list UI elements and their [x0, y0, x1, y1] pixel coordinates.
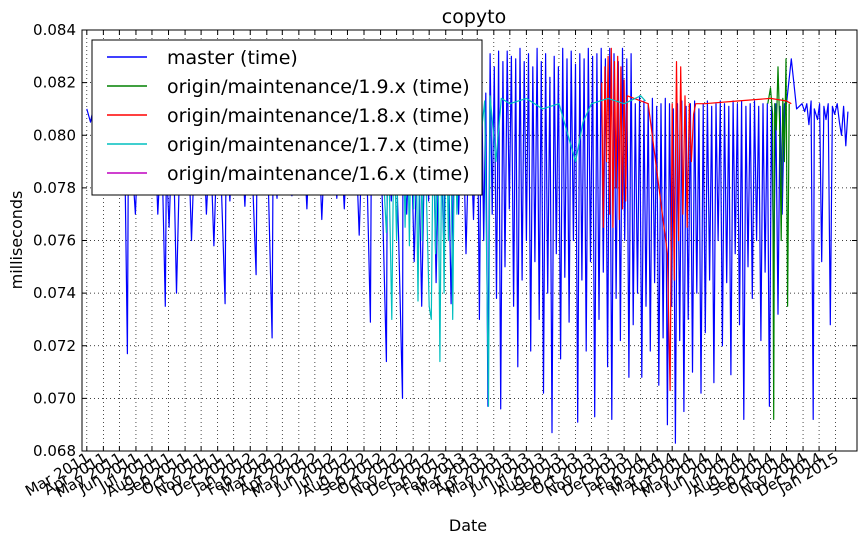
y-tick-label: 0.082	[33, 74, 76, 92]
legend-label: master (time)	[167, 47, 298, 69]
x-axis-label: Date	[449, 516, 487, 535]
series-line-origin-maintenance-1-8-x-time	[601, 47, 792, 392]
legend-label: origin/maintenance/1.6.x (time)	[167, 163, 470, 185]
y-tick-label: 0.084	[33, 21, 76, 39]
y-tick-label: 0.076	[33, 232, 76, 250]
legend-label: origin/maintenance/1.8.x (time)	[167, 105, 470, 127]
legend-label: origin/maintenance/1.9.x (time)	[167, 76, 470, 98]
chart-title: copyto	[442, 6, 506, 28]
y-tick-label: 0.080	[33, 126, 76, 144]
y-axis-label: milliseconds	[7, 191, 26, 290]
y-tick-label: 0.078	[33, 179, 76, 197]
ticks: 0.068 0.070 0.072 0.074 0.076 0.078 0.080 0.082…	[22, 21, 857, 501]
y-tick-label: 0.068	[33, 442, 76, 460]
series-line-origin-maintenance-1-9-x-time	[767, 58, 790, 420]
legend: master (time) origin/maintenance/1.9.x (t…	[91, 39, 483, 196]
y-tick-label: 0.070	[33, 389, 76, 407]
legend-box	[91, 39, 483, 196]
legend-label: origin/maintenance/1.7.x (time)	[167, 134, 470, 156]
y-tick-label: 0.072	[33, 337, 76, 355]
y-tick-label: 0.074	[33, 284, 76, 302]
